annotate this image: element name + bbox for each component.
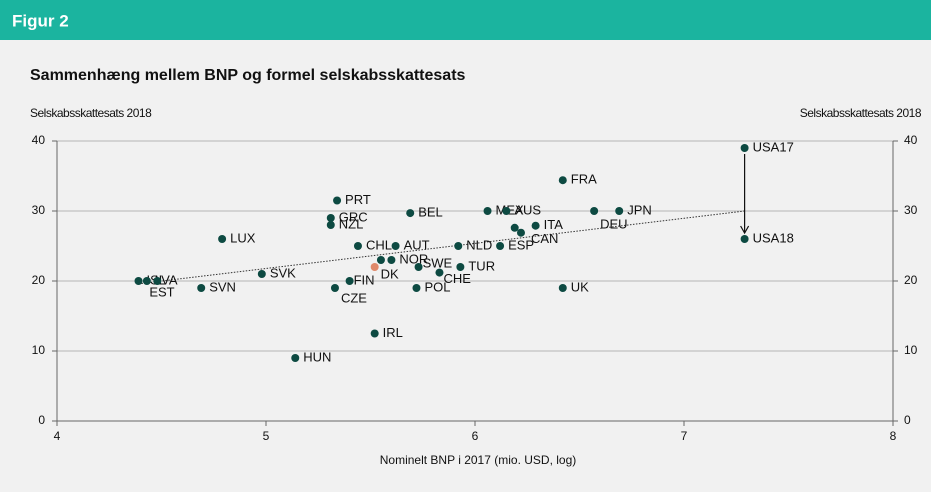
point-label: NZL [339,216,364,231]
point-label: HUN [303,349,331,364]
point [590,207,599,215]
x-tick-label: 7 [681,429,688,443]
point [740,144,749,152]
point [456,263,465,271]
point-label: SWE [423,255,453,270]
y-tick-label: 40 [32,133,46,147]
point [454,242,463,250]
point-label: POL [424,279,450,294]
point [502,207,511,215]
point-label: GRC [339,209,368,224]
point-label: JPN [627,202,652,217]
point [496,242,505,250]
y-tick-label: 30 [32,203,46,217]
point-label: BEL [418,205,443,220]
point [483,207,492,215]
y2-tick-label: 10 [904,343,918,357]
y-tick-label: 20 [32,273,46,287]
point-label: SVK [270,265,296,280]
point-label: ESP [508,237,534,252]
y-tick-label: 10 [32,343,46,357]
point [353,242,362,250]
x-axis-label: Nominelt BNP i 2017 (mio. USD, log) [380,453,577,467]
y2-tick-label: 30 [904,203,918,217]
point-label: LUX [230,230,256,245]
y-tick-label: 0 [38,413,45,427]
point [345,277,354,285]
point [153,277,162,285]
point-label: DK [381,266,399,281]
point [291,354,300,362]
y-axis-label: Selskabsskattesats 2018 [30,106,152,120]
point [516,228,525,237]
point [370,329,379,338]
point-label: CHE [443,271,471,286]
header-label: Figur 2 [12,11,69,30]
y2-tick-label: 40 [904,133,918,147]
point-label: CHL [366,237,392,252]
point [387,256,396,264]
point-label: EST [149,284,174,299]
y2-tick-label: 20 [904,273,918,287]
point-label: CAN [531,231,558,246]
point [531,221,540,230]
point-label: DEU [600,216,627,231]
point-label: ITA [544,217,564,232]
x-tick-label: 4 [54,429,61,443]
x-tick-label: 5 [263,429,270,443]
point [615,207,624,215]
point [406,209,415,218]
point-label: LVA [155,272,178,287]
point [558,284,567,292]
arrow-head [740,225,750,235]
point [134,277,143,285]
point [391,242,400,250]
point [142,277,151,285]
point [197,284,206,292]
point [412,284,421,292]
point [435,268,444,277]
point [218,235,227,243]
point-label: NLD [466,237,492,252]
point [414,263,423,271]
point [370,263,379,271]
point [326,214,335,222]
point [333,196,342,205]
point [740,235,749,243]
point [330,284,339,292]
point-label: AUT [404,237,430,252]
point-label: FIN [354,272,375,287]
point-label: CZE [341,290,367,305]
header-bar [0,0,931,40]
point-label: FRA [571,172,597,187]
point [257,270,266,278]
point-label: TUR [468,258,495,273]
point-label: AUS [514,202,541,217]
point-label: UK [571,279,589,294]
point [558,176,567,185]
point-label: USA18 [753,230,794,245]
point-label: USA17 [753,139,794,154]
point [326,221,335,229]
point-label: IRL [383,325,403,340]
point-label: NOR [399,251,428,266]
point [510,223,519,232]
point-label: SVN [209,279,236,294]
point-label: PRT [345,192,371,207]
x-tick-label: 6 [472,429,479,443]
chart-title: Sammenhæng mellem BNP og formel selskabs… [30,67,466,84]
x-tick-label: 8 [890,429,897,443]
y2-tick-label: 0 [904,413,911,427]
y2-axis-label: Selskabsskattesats 2018 [800,106,922,120]
point [376,256,385,264]
